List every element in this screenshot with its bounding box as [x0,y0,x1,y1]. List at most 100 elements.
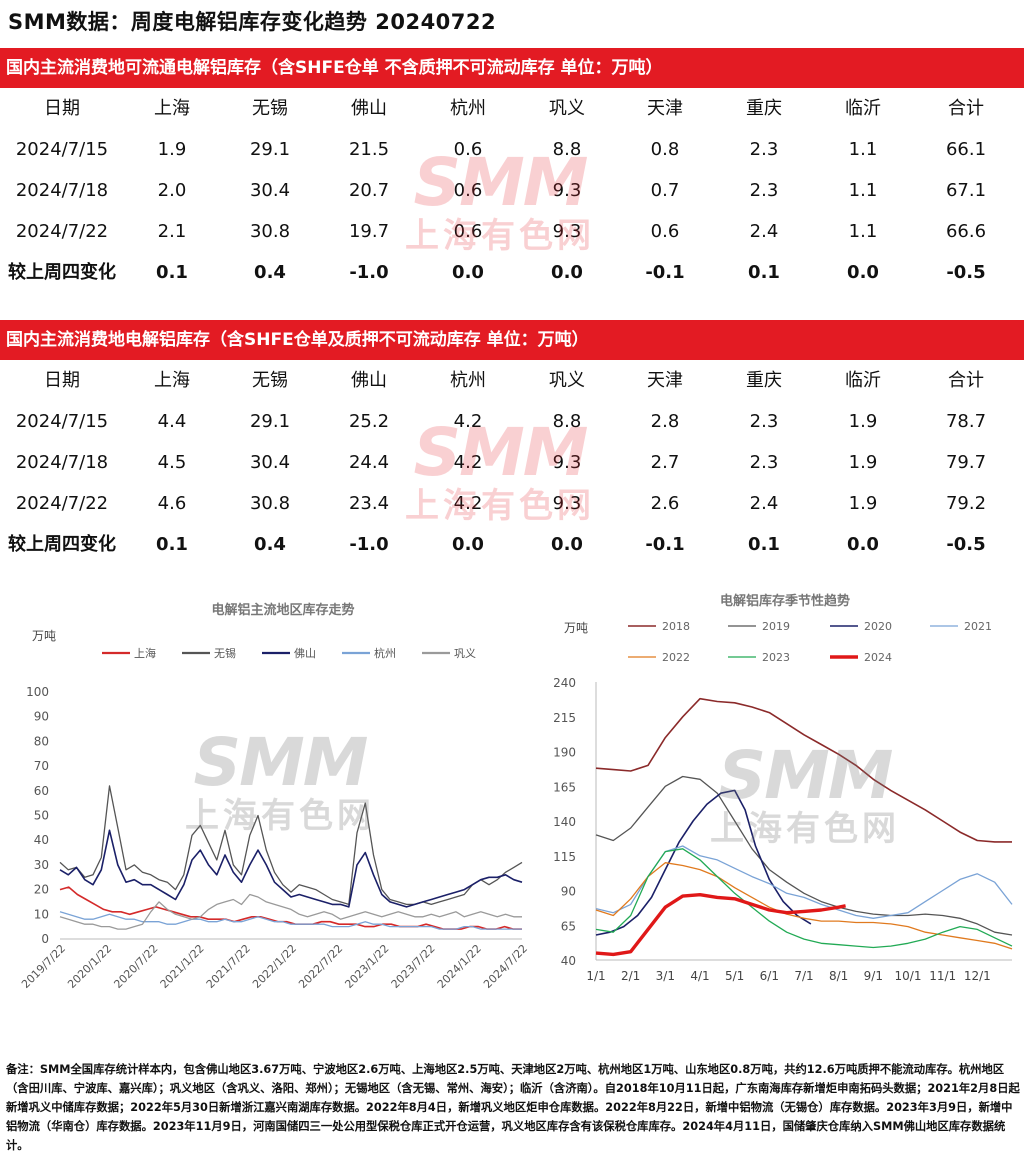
table1-cell: 1.1 [848,221,878,242]
chart2-legend-label: 2021 [964,620,992,633]
chart1-xtick: 2023/7/22 [389,942,438,991]
chart1-ylabel: 万吨 [32,629,56,643]
chart1-xtick: 2020/7/22 [111,942,160,991]
chart1-xtick: 2023/1/22 [342,942,391,991]
chart2-xtick: 11/1 [929,969,956,983]
table2-cell: 30.4 [249,452,291,473]
table2-header-cell: 合计 [948,370,984,391]
table2-cell: 1.9 [848,452,878,473]
chart2-ytick: 165 [553,780,576,794]
table2-cell: 23.4 [348,493,390,514]
table2-cell: 2.7 [650,452,680,473]
chart2-ytick: 90 [561,885,576,899]
table1-header-cell: 合计 [948,98,984,119]
table1-header-cell: 无锡 [252,98,288,119]
chart1-ytick: 30 [34,858,49,872]
chart2-ytick: 140 [553,815,576,829]
table2: 日期 上海 无锡 佛山 杭州 巩义 天津 重庆 临沂 合计 2024/7/15 4.4 29.1 25.2… [0,360,1024,568]
table1-header-cell: 临沂 [845,98,881,119]
chart1-ytick: 10 [34,907,49,921]
chart2-xtick: 6/1 [760,969,779,983]
table2-header-cell: 重庆 [746,370,782,391]
table2-cell: 25.2 [348,411,390,432]
chart2-legend-label: 2019 [762,620,790,633]
table1-cell: 0.0 [847,262,879,283]
table1-cell: 2.3 [749,180,779,201]
table1-header-cell: 上海 [154,98,190,119]
chart2-ylabel: 万吨 [564,621,588,635]
table2-cell: 30.8 [249,493,291,514]
chart2-legend-label: 2023 [762,651,790,664]
chart1-title: 电解铝主流地区库存走势 [211,602,354,618]
table1-cell: 0.1 [748,262,780,283]
table1-cell: 0.0 [551,262,583,283]
table1-cell: 0.6 [453,221,483,242]
table1-cell: 2024/7/18 [15,180,109,201]
table1-header-row: 日期 上海 无锡 佛山 杭州 巩义 天津 重庆 临沂 合计 [0,88,1024,129]
table1-cell: 8.8 [552,139,582,160]
table1-cell: 较上周四变化 [8,262,116,283]
table2-cell: 4.2 [453,411,483,432]
table1-header-cell: 佛山 [351,98,387,119]
footnote: 备注：SMM全国库存统计样本内，包含佛山地区3.67万吨、宁波地区2.6万吨、上… [6,1063,1020,1152]
table1-cell: 2.0 [157,180,187,201]
table2-cell: 0.1 [156,534,188,555]
chart2-series-line [595,848,1013,949]
chart2-ytick: 240 [553,676,576,690]
table2-cell: 0.0 [452,534,484,555]
chart2-title: 电解铝库存季节性趋势 [720,593,850,609]
chart1-legend-label: 上海 [134,646,156,660]
table2-cell: 4.4 [157,411,187,432]
table1-cell: 2.1 [157,221,187,242]
table2-cell: 0.4 [254,534,286,555]
table2-cell: 9.3 [552,493,582,514]
table2-cell: 1.9 [848,411,878,432]
table2-cell: 2024/7/15 [15,411,109,432]
table1-cell: 19.7 [348,221,390,242]
chart1-ytick: 0 [41,932,49,946]
table2-cell: -1.0 [349,534,389,555]
table2-header-cell: 日期 [44,370,80,391]
chart1-legend-label: 杭州 [374,646,396,660]
table2-cell: 2.4 [749,493,779,514]
table1-header-cell: 巩义 [549,98,585,119]
table2-cell: 2024/7/22 [15,493,109,514]
table1-cell: 30.4 [249,180,291,201]
table1-title: 国内主流消费地可流通电解铝库存（含SHFE仓单 不含质押不可流动库存 单位：万吨… [0,48,1024,88]
chart1-ytick: 70 [34,759,49,773]
chart2-legend-label: 2020 [864,620,892,633]
chart1-ytick: 80 [34,734,49,748]
table1-cell: 1.1 [848,139,878,160]
table1-cell: -0.1 [645,262,685,283]
table2-cell: 0.0 [847,534,879,555]
table2-cell: 29.1 [249,411,291,432]
table1-row: 2024/7/15 1.9 29.1 21.5 0.6 8.8 0.8 2.3 1.1 66.1 [0,129,1024,170]
table2-cell: 2024/7/18 [15,452,109,473]
chart2-ytick: 215 [553,711,576,725]
table2-row: 较上周四变化 0.1 0.4 -1.0 0.0 0.0 -0.1 0.1 0.0 -0.5 [0,524,1024,565]
table2-header-cell: 巩义 [549,370,585,391]
chart2-xtick: 2/1 [621,969,640,983]
table1-header-cell: 杭州 [450,98,486,119]
chart1-ytick: 100 [26,685,49,699]
table2-cell: 0.0 [551,534,583,555]
table1-cell: 0.6 [453,180,483,201]
chart1-ytick: 40 [34,833,49,847]
table2-cell: 79.7 [945,452,987,473]
table2-header-cell: 佛山 [351,370,387,391]
table1-cell: 1.9 [157,139,187,160]
table1-header-cell: 重庆 [746,98,782,119]
table1-cell: 2024/7/22 [15,221,109,242]
chart2-legend-label: 2018 [662,620,690,633]
table1-row: 2024/7/22 2.1 30.8 19.7 0.6 9.3 0.6 2.4 1.1 66.6 [0,211,1024,252]
table1-cell: 30.8 [249,221,291,242]
table1-row: 较上周四变化 0.1 0.4 -1.0 0.0 0.0 -0.1 0.1 0.0 -0.5 [0,252,1024,293]
table2-cell: 4.6 [157,493,187,514]
table1-header-cell: 日期 [44,98,80,119]
table1-header-cell: 天津 [647,98,683,119]
table2-cell: 8.8 [552,411,582,432]
chart1-xtick: 2021/7/22 [204,942,253,991]
table1-cell: 9.3 [552,180,582,201]
